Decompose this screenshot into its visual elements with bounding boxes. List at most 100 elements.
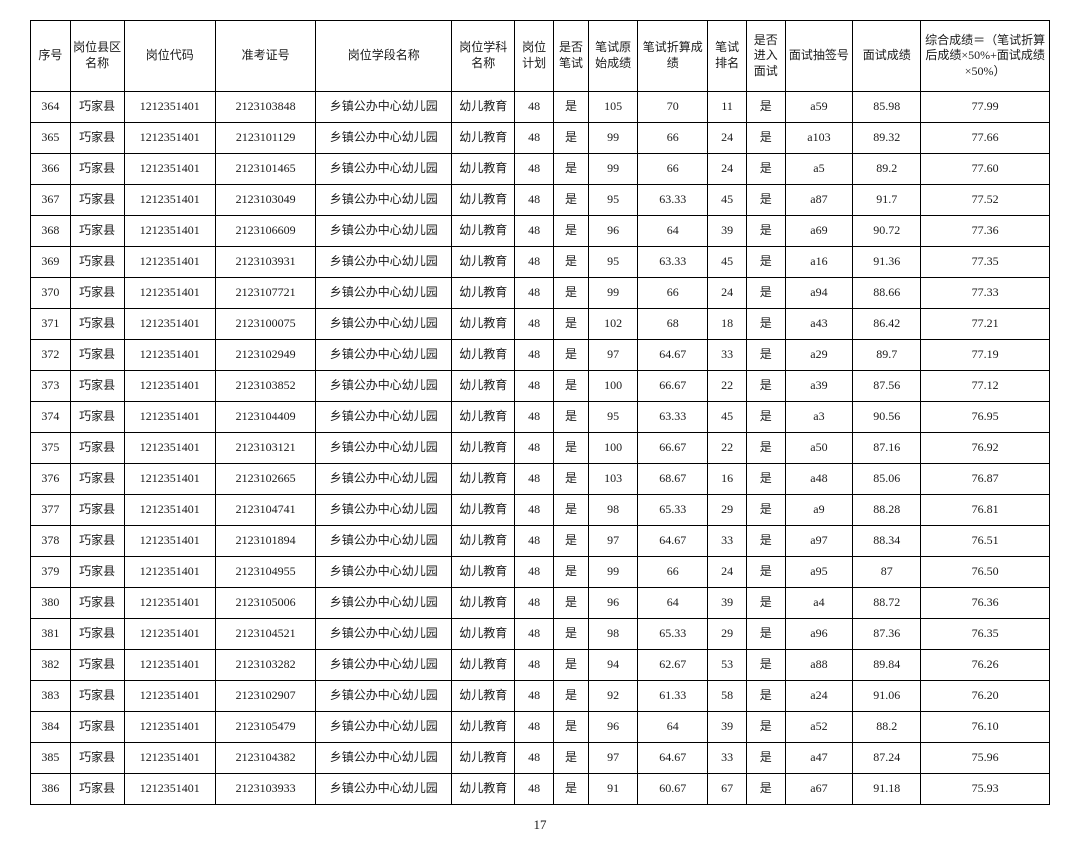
table-cell: 63.33 (638, 247, 708, 278)
table-cell: 巧家县 (70, 433, 124, 464)
col-header-1: 岗位县区名称 (70, 21, 124, 92)
table-cell: 巧家县 (70, 92, 124, 123)
table-cell: 100 (589, 433, 638, 464)
table-cell: 45 (708, 402, 747, 433)
table-cell: 幼儿教育 (452, 774, 515, 805)
table-cell: 1212351401 (124, 340, 215, 371)
table-cell: 是 (746, 526, 785, 557)
table-cell: 巧家县 (70, 712, 124, 743)
table-cell: 1212351401 (124, 712, 215, 743)
table-cell: 87.16 (853, 433, 921, 464)
col-header-6: 岗位计划 (515, 21, 554, 92)
table-cell: 1212351401 (124, 92, 215, 123)
table-cell: 68.67 (638, 464, 708, 495)
table-cell: a24 (785, 681, 853, 712)
table-cell: 63.33 (638, 402, 708, 433)
table-cell: 2123104741 (215, 495, 316, 526)
table-cell: 1212351401 (124, 371, 215, 402)
table-cell: 幼儿教育 (452, 526, 515, 557)
table-cell: 是 (553, 185, 588, 216)
table-row: 367巧家县12123514012123103049乡镇公办中心幼儿园幼儿教育4… (31, 185, 1050, 216)
table-row: 386巧家县12123514012123103933乡镇公办中心幼儿园幼儿教育4… (31, 774, 1050, 805)
table-cell: 77.35 (921, 247, 1050, 278)
table-cell: 77.99 (921, 92, 1050, 123)
table-cell: 105 (589, 92, 638, 123)
table-row: 378巧家县12123514012123101894乡镇公办中心幼儿园幼儿教育4… (31, 526, 1050, 557)
table-cell: 是 (746, 185, 785, 216)
table-cell: 是 (553, 402, 588, 433)
table-cell: 63.33 (638, 185, 708, 216)
table-cell: 48 (515, 619, 554, 650)
table-cell: 幼儿教育 (452, 371, 515, 402)
table-cell: 2123103049 (215, 185, 316, 216)
table-cell: 22 (708, 433, 747, 464)
table-cell: a97 (785, 526, 853, 557)
table-cell: 巧家县 (70, 402, 124, 433)
table-row: 373巧家县12123514012123103852乡镇公办中心幼儿园幼儿教育4… (31, 371, 1050, 402)
table-cell: 95 (589, 247, 638, 278)
table-cell: 是 (746, 216, 785, 247)
table-cell: 94 (589, 650, 638, 681)
table-cell: 66 (638, 154, 708, 185)
table-row: 374巧家县12123514012123104409乡镇公办中心幼儿园幼儿教育4… (31, 402, 1050, 433)
table-cell: 87.24 (853, 743, 921, 774)
table-cell: 45 (708, 185, 747, 216)
table-row: 377巧家县12123514012123104741乡镇公办中心幼儿园幼儿教育4… (31, 495, 1050, 526)
table-cell: 乡镇公办中心幼儿园 (316, 309, 452, 340)
table-cell: 幼儿教育 (452, 557, 515, 588)
table-cell: 乡镇公办中心幼儿园 (316, 92, 452, 123)
table-cell: 377 (31, 495, 71, 526)
table-cell: 是 (746, 588, 785, 619)
col-header-4: 岗位学段名称 (316, 21, 452, 92)
table-cell: 76.20 (921, 681, 1050, 712)
table-cell: 77.19 (921, 340, 1050, 371)
table-cell: 66 (638, 123, 708, 154)
table-cell: 幼儿教育 (452, 309, 515, 340)
table-row: 372巧家县12123514012123102949乡镇公办中心幼儿园幼儿教育4… (31, 340, 1050, 371)
table-cell: 48 (515, 557, 554, 588)
table-cell: 383 (31, 681, 71, 712)
table-cell: 24 (708, 154, 747, 185)
table-cell: 48 (515, 309, 554, 340)
table-cell: 1212351401 (124, 247, 215, 278)
col-header-13: 面试成绩 (853, 21, 921, 92)
table-cell: a4 (785, 588, 853, 619)
table-cell: 是 (746, 619, 785, 650)
table-cell: 65.33 (638, 495, 708, 526)
table-cell: 48 (515, 495, 554, 526)
table-cell: 巧家县 (70, 340, 124, 371)
table-cell: a9 (785, 495, 853, 526)
table-cell: 380 (31, 588, 71, 619)
table-row: 385巧家县12123514012123104382乡镇公办中心幼儿园幼儿教育4… (31, 743, 1050, 774)
table-cell: 48 (515, 588, 554, 619)
table-cell: 幼儿教育 (452, 681, 515, 712)
table-cell: 幼儿教育 (452, 495, 515, 526)
table-cell: 乡镇公办中心幼儿园 (316, 123, 452, 154)
table-cell: a3 (785, 402, 853, 433)
table-cell: 巧家县 (70, 464, 124, 495)
table-cell: 1212351401 (124, 743, 215, 774)
table-cell: 86.42 (853, 309, 921, 340)
table-cell: 乡镇公办中心幼儿园 (316, 402, 452, 433)
table-cell: 巧家县 (70, 526, 124, 557)
table-cell: 乡镇公办中心幼儿园 (316, 154, 452, 185)
col-header-12: 面试抽签号 (785, 21, 853, 92)
col-header-14: 综合成绩＝（笔试折算后成绩×50%+面试成绩×50%） (921, 21, 1050, 92)
table-cell: 是 (746, 681, 785, 712)
table-cell: 是 (553, 154, 588, 185)
col-header-0: 序号 (31, 21, 71, 92)
table-cell: 巧家县 (70, 495, 124, 526)
table-cell: 是 (746, 743, 785, 774)
table-cell: a67 (785, 774, 853, 805)
table-cell: 是 (553, 309, 588, 340)
table-cell: 97 (589, 526, 638, 557)
table-cell: 巧家县 (70, 278, 124, 309)
table-cell: 48 (515, 154, 554, 185)
table-cell: 92 (589, 681, 638, 712)
table-cell: 乡镇公办中心幼儿园 (316, 185, 452, 216)
table-row: 384巧家县12123514012123105479乡镇公办中心幼儿园幼儿教育4… (31, 712, 1050, 743)
table-cell: 幼儿教育 (452, 464, 515, 495)
table-cell: 385 (31, 743, 71, 774)
table-cell: 76.50 (921, 557, 1050, 588)
table-cell: 365 (31, 123, 71, 154)
